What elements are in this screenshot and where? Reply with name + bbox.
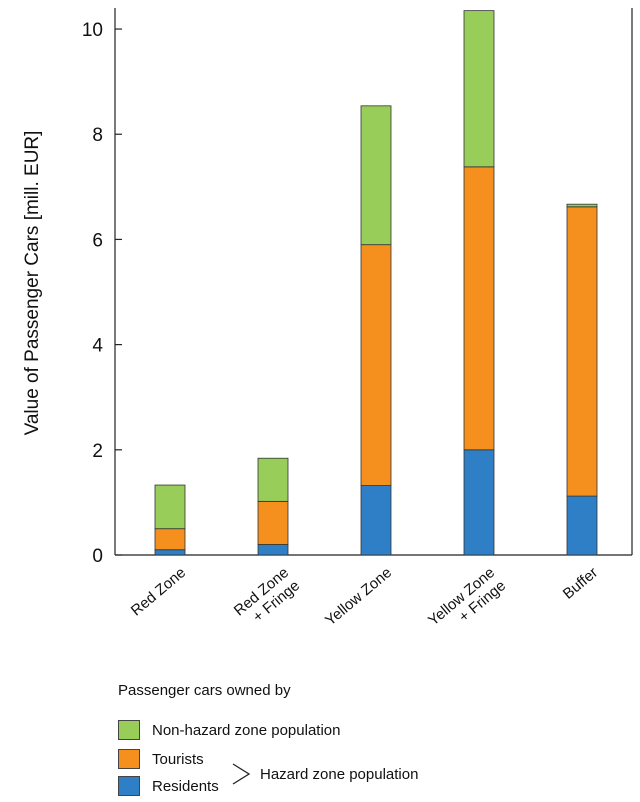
x-tick-label: Yellow Zone+ Fringe xyxy=(425,564,509,629)
stacked-bar-chart: Red Zone Red Zone+ Fringe Yellow Zone Yello… xyxy=(22,8,633,629)
bar-segment-residents xyxy=(360,485,392,556)
legend-swatch-residents xyxy=(118,776,140,796)
bar-segment-residents xyxy=(257,544,289,556)
legend-item-non-hazard: Non-hazard zone population xyxy=(118,719,340,741)
x-tick-labels: Red Zone Red Zone+ Fringe Yellow Zone Yello… xyxy=(128,564,601,629)
bar-segment-residents xyxy=(154,549,186,556)
x-tick-label: Buffer xyxy=(560,564,601,603)
legend-title: Passenger cars owned by xyxy=(118,682,291,699)
y-tick-label: 10 xyxy=(82,20,103,41)
bar-segment-residents xyxy=(566,495,598,556)
bar-segment-non-hazard-zone-population xyxy=(360,105,392,246)
legend-label-residents: Residents xyxy=(152,777,219,795)
legend-label-non-hazard: Non-hazard zone population xyxy=(152,721,341,739)
bar-segment-tourists xyxy=(566,206,598,497)
x-tick-label: Red Zone xyxy=(128,564,189,619)
x-tick-label-line: Buffer xyxy=(560,564,601,603)
y-tick-label: 0 xyxy=(92,546,103,567)
x-tick-label: Red Zone+ Fringe xyxy=(231,564,303,626)
y-tick-label: 8 xyxy=(92,125,103,146)
bars xyxy=(154,10,598,556)
legend-item-tourists: Tourists xyxy=(118,748,204,770)
bar-segment-non-hazard-zone-population xyxy=(463,10,495,168)
bar-segment-tourists xyxy=(257,500,289,545)
y-tick-label: 6 xyxy=(92,230,103,251)
hazard-zone-label: Hazard zone population xyxy=(260,765,419,783)
y-tick-label: 2 xyxy=(92,441,103,462)
bar-segment-residents xyxy=(463,449,495,556)
x-tick-label: Yellow Zone xyxy=(322,564,395,629)
legend-swatch-non-hazard xyxy=(118,720,140,740)
bar-segment-tourists xyxy=(360,244,392,486)
y-tick-labels: 0 2 4 6 8 10 xyxy=(82,20,122,567)
hazard-zone-group: Hazard zone population xyxy=(230,761,418,787)
bar-segment-tourists xyxy=(154,528,186,551)
legend-item-residents: Residents xyxy=(118,775,219,797)
bar-segment-non-hazard-zone-population xyxy=(566,203,598,208)
bar-segment-tourists xyxy=(463,166,495,451)
x-tick-label-line: Yellow Zone xyxy=(322,564,395,629)
bar-segment-non-hazard-zone-population xyxy=(257,457,289,502)
y-axis-label: Value of Passenger Cars [mill. EUR] xyxy=(22,131,43,436)
y-tick-label: 4 xyxy=(92,336,103,357)
legend-label-tourists: Tourists xyxy=(152,750,204,768)
angle-bracket-icon xyxy=(232,763,251,785)
bar-segment-non-hazard-zone-population xyxy=(154,484,186,530)
x-tick-label-line: Red Zone xyxy=(128,564,189,619)
legend-swatch-tourists xyxy=(118,749,140,769)
